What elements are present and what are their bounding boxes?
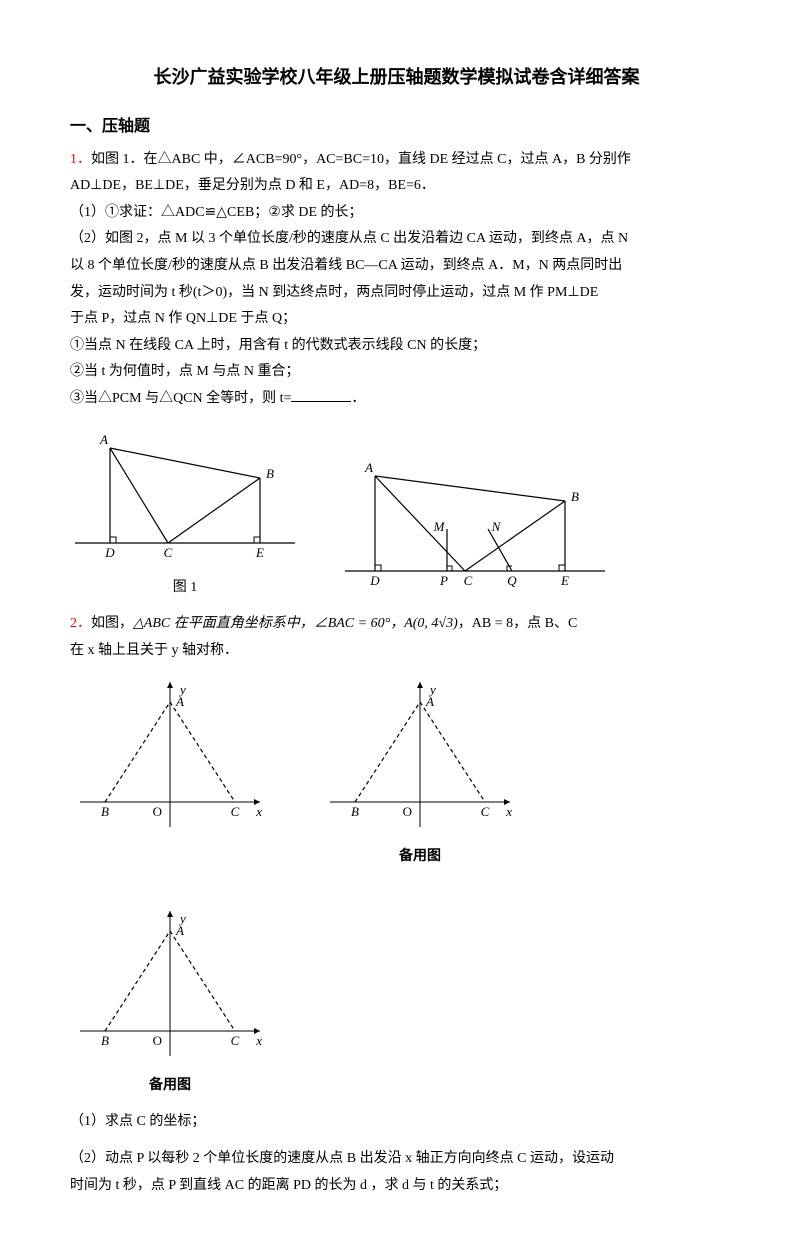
svg-text:E: E [255, 545, 264, 560]
q1-fig1-caption: 图 1 [70, 575, 300, 602]
svg-text:C: C [231, 804, 240, 819]
q2-cap-spare2: 备用图 [70, 1073, 270, 1100]
q2-fig-spare1: yxOABC 备用图 [320, 672, 520, 871]
q2-figures: yxOABC yxOABC 备用图 yxOABC 备用图 [70, 672, 723, 1099]
svg-text:O: O [403, 804, 412, 819]
svg-text:B: B [101, 804, 109, 819]
q2-p2a: （2）动点 P 以每秒 2 个单位长度的速度从点 B 出发沿 x 轴正方向向终点… [70, 1146, 723, 1173]
q2-l1b: △ABC 在平面直角坐标系中，∠BAC = 60°， [133, 616, 404, 631]
svg-text:M: M [433, 519, 446, 534]
svg-text:A: A [425, 694, 434, 709]
q1-number: 1． [70, 152, 91, 167]
q1-l6: 发，运动时间为 t 秒(t＞0)，当 N 到达终点时，两点同时停止运动，过点 M… [70, 280, 723, 307]
svg-text:x: x [255, 1033, 262, 1048]
q2-p2b: 时间为 t 秒，点 P 到直线 AC 的距离 PD 的长为 d ，求 d 与 t… [70, 1173, 723, 1200]
q2-p1: （1）求点 C 的坐标； [70, 1109, 723, 1136]
svg-text:B: B [351, 804, 359, 819]
answer-blank [291, 387, 351, 402]
q1-figure-1: A B D C E [70, 423, 300, 573]
q2-l1a: 如图， [91, 616, 133, 631]
svg-text:A: A [175, 923, 184, 938]
q1-l3: （1）①求证：△ADC≌△CEB；②求 DE 的长； [70, 200, 723, 227]
q1-l9: ②当 t 为何值时，点 M 与点 N 重合； [70, 359, 723, 386]
q2-l1d: ，AB = 8，点 B、C [458, 616, 578, 631]
q2-cap-spare1: 备用图 [320, 844, 520, 871]
q1-l10a: ③当△PCM 与△QCN 全等时，则 t= [70, 391, 291, 406]
svg-text:B: B [571, 489, 579, 504]
q2-fig-main: yxOABC [70, 672, 270, 871]
section-heading: 一、压轴题 [70, 112, 723, 142]
q1-l10b: ． [351, 391, 365, 406]
q2-l2: 在 x 轴上且关于 y 轴对称． [70, 638, 723, 665]
q1-l8: ①当点 N 在线段 CA 上时，用含有 t 的代数式表示线段 CN 的长度； [70, 333, 723, 360]
q1-line1: 1．如图 1．在△ABC 中，∠ACB=90°，AC=BC=10，直线 DE 经… [70, 147, 723, 174]
svg-text:x: x [505, 804, 512, 819]
q2-line1: 2．如图，△ABC 在平面直角坐标系中，∠BAC = 60°，A(0, 4√3)… [70, 611, 723, 638]
svg-text:B: B [101, 1033, 109, 1048]
q1-l7: 于点 P，过点 N 作 QN⊥DE 于点 Q； [70, 306, 723, 333]
svg-text:O: O [153, 1033, 162, 1048]
svg-text:D: D [369, 573, 380, 588]
q1-fig1-wrap: A B D C E 图 1 [70, 423, 300, 602]
svg-text:D: D [104, 545, 115, 560]
svg-text:A: A [99, 432, 108, 447]
svg-text:C: C [464, 573, 473, 588]
q1-l10: ③当△PCM 与△QCN 全等时，则 t= ． [70, 386, 723, 413]
q2-number: 2． [70, 616, 91, 631]
q2-coord-2: yxOABC [320, 672, 520, 842]
svg-text:Q: Q [507, 573, 517, 588]
q2-coord-3: yxOABC [70, 901, 270, 1071]
svg-text:A: A [175, 694, 184, 709]
svg-text:C: C [481, 804, 490, 819]
svg-text:B: B [266, 466, 274, 481]
q1-l1: 如图 1．在△ABC 中，∠ACB=90°，AC=BC=10，直线 DE 经过点… [91, 152, 631, 167]
q1-figures: A B D C E 图 1 A B M N D P C Q E [70, 423, 723, 602]
svg-text:C: C [164, 545, 173, 560]
svg-text:C: C [231, 1033, 240, 1048]
svg-text:A: A [364, 460, 373, 475]
svg-text:P: P [439, 573, 448, 588]
q1-figure-2: A B M N D P C Q E [340, 451, 610, 601]
q1-l4: （2）如图 2，点 M 以 3 个单位长度/秒的速度从点 C 出发沿着边 CA … [70, 226, 723, 253]
svg-text:N: N [491, 519, 502, 534]
svg-text:x: x [255, 804, 262, 819]
q2-coord-1: yxOABC [70, 672, 270, 842]
q1-l5: 以 8 个单位长度/秒的速度从点 B 出发沿着线 BC—CA 运动，到终点 A．… [70, 253, 723, 280]
q1-l2: AD⊥DE，BE⊥DE，垂足分别为点 D 和 E，AD=8，BE=6． [70, 173, 723, 200]
q1-fig2-wrap: A B M N D P C Q E [340, 451, 610, 601]
page-title: 长沙广益实验学校八年级上册压轴题数学模拟试卷含详细答案 [70, 60, 723, 94]
q2-l1c: A(0, 4√3) [404, 616, 458, 631]
svg-text:O: O [153, 804, 162, 819]
q2-fig-spare2: yxOABC 备用图 [70, 901, 270, 1100]
svg-text:E: E [560, 573, 569, 588]
